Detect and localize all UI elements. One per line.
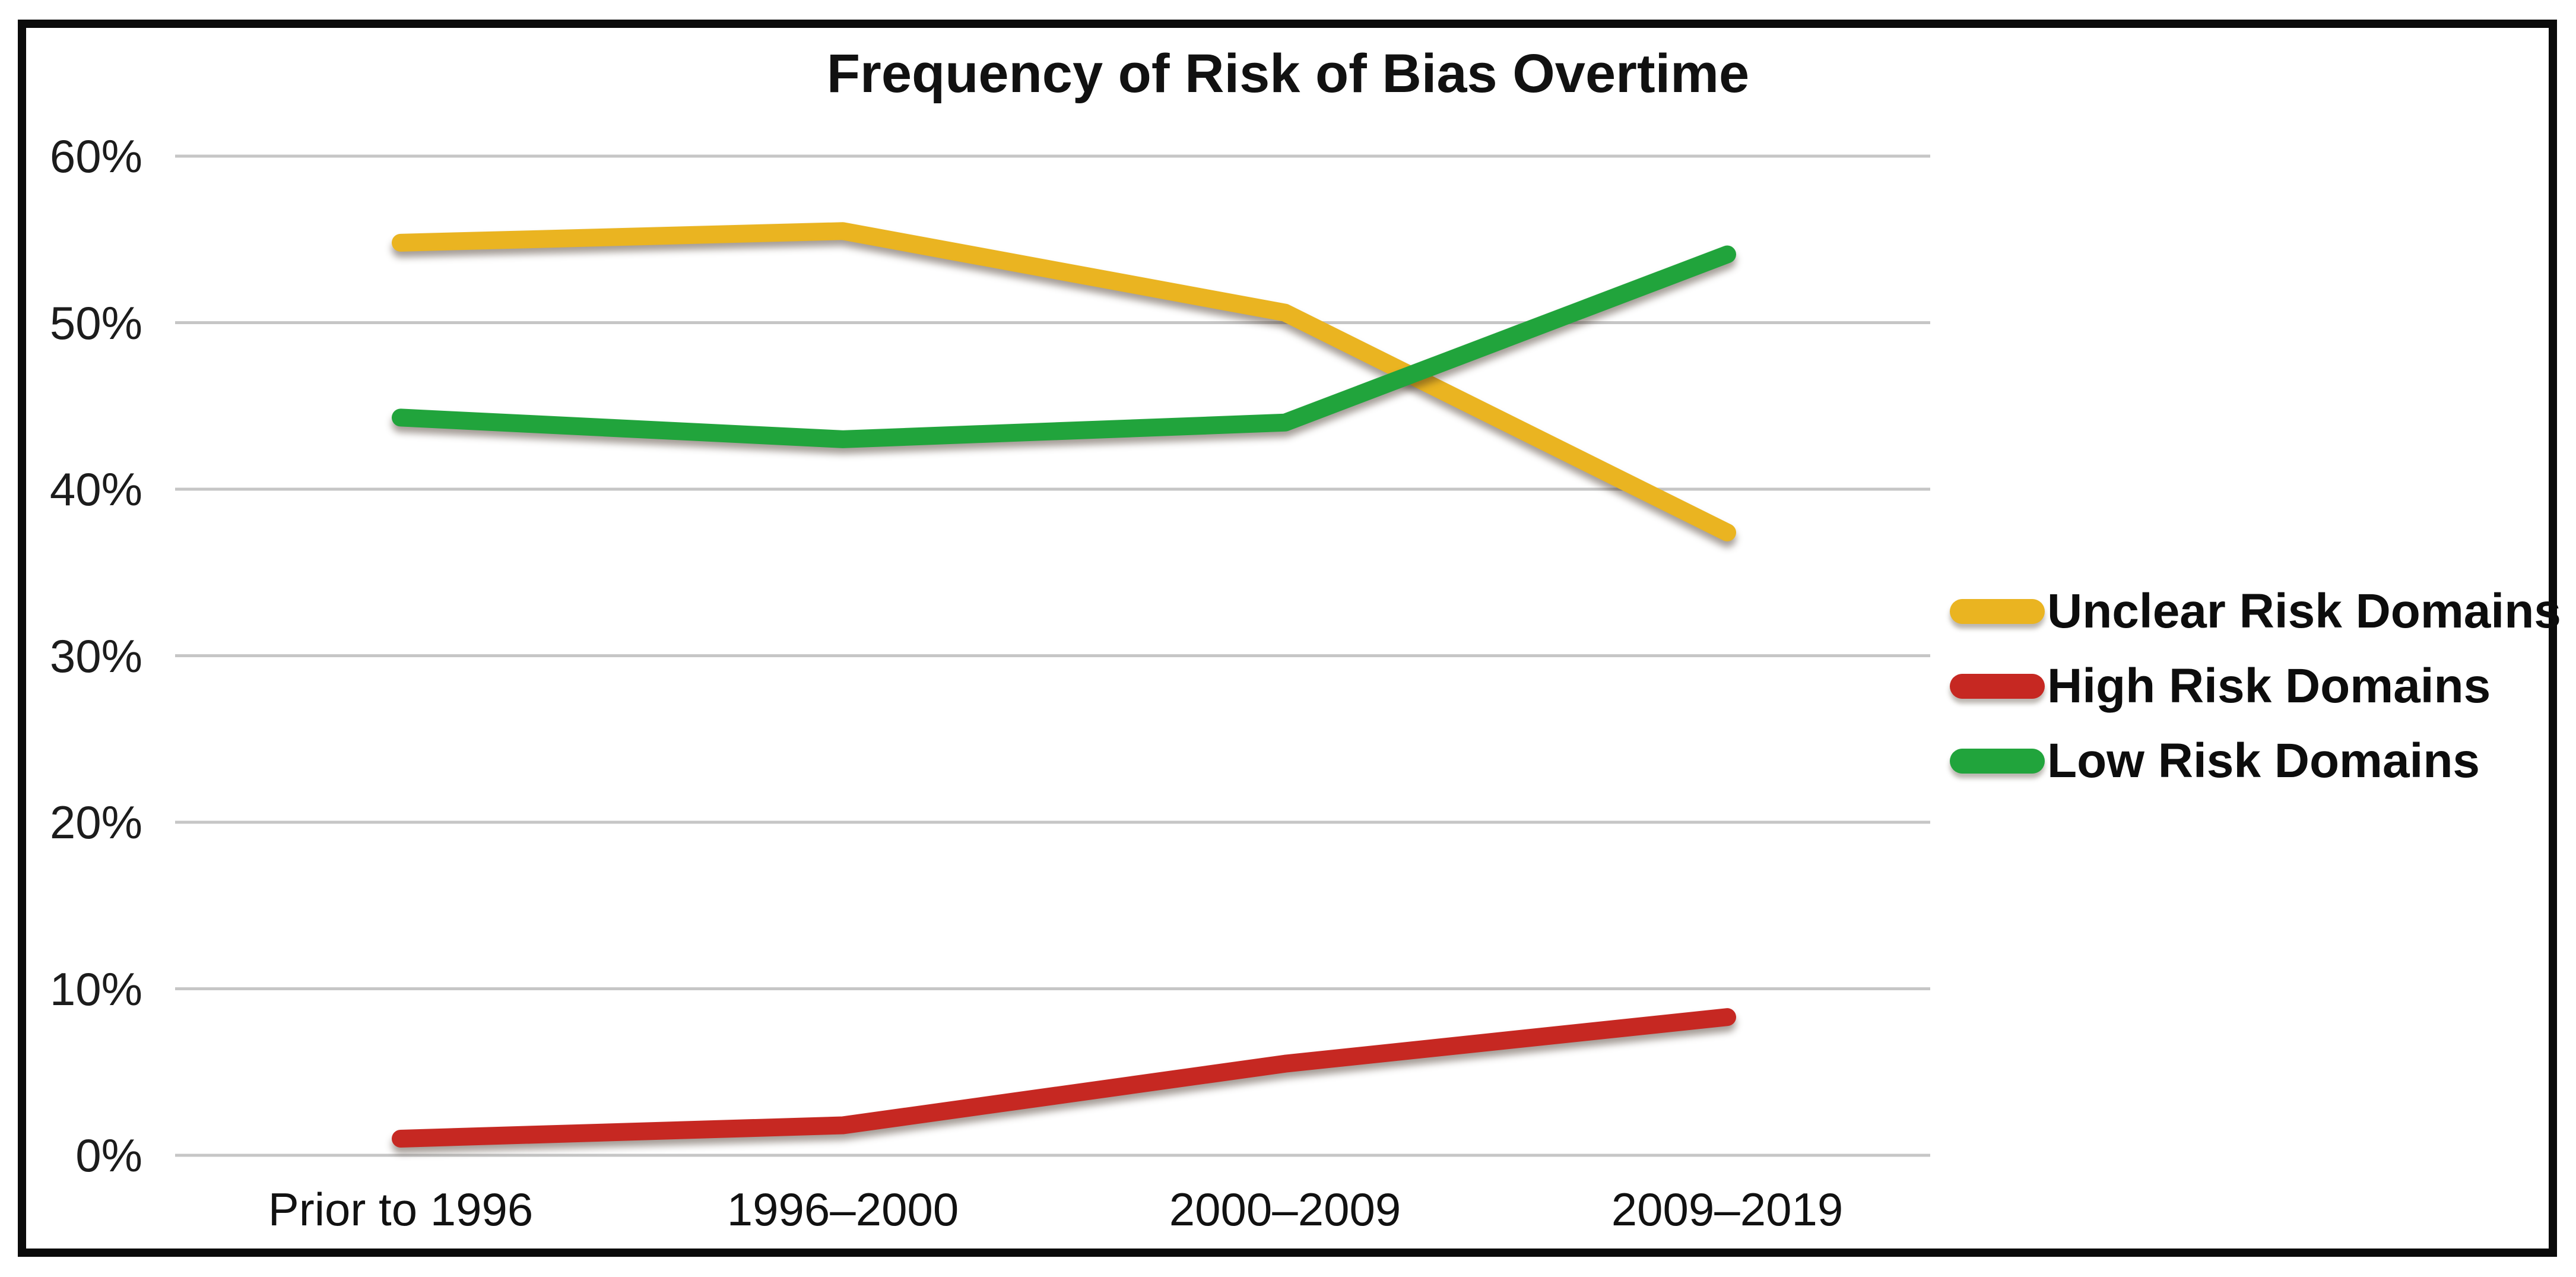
chart-legend: Unclear Risk Domains High Risk Domains L… [1950,586,2561,810]
legend-label-high-risk: High Risk Domains [2047,659,2491,713]
figure-border-frame [18,20,2557,1257]
x-category-label: Prior to 1996 [268,1183,534,1235]
y-tick-label: 50% [49,296,142,349]
y-tick-label: 0% [75,1129,142,1181]
legend-item-low-risk: Low Risk Domains [1950,736,2561,787]
x-category-label: 1996–2000 [727,1183,959,1235]
y-tick-label: 20% [49,796,142,848]
legend-item-unclear-risk: Unclear Risk Domains [1950,586,2561,637]
chart-title: Frequency of Risk of Bias Overtime [826,43,1750,104]
series-line-low-risk-domains [392,245,1736,448]
legend-label-unclear-risk: Unclear Risk Domains [2047,584,2561,638]
legend-swatch-unclear-risk [1950,599,2045,624]
x-category-label: 2009–2019 [1611,1183,1844,1235]
legend-swatch-low-risk [1950,749,2045,774]
series-line-high-risk-domains [392,1008,1736,1148]
x-category-label: 2000–2009 [1169,1183,1401,1235]
legend-item-high-risk: High Risk Domains [1950,661,2561,712]
legend-label-low-risk: Low Risk Domains [2047,734,2480,788]
series-line-unclear-risk-domains [392,222,1736,541]
legend-swatch-high-risk [1950,674,2045,699]
y-tick-label: 40% [49,463,142,515]
y-tick-label: 30% [49,629,142,682]
y-tick-label: 10% [49,962,142,1015]
y-tick-label: 60% [49,130,142,182]
